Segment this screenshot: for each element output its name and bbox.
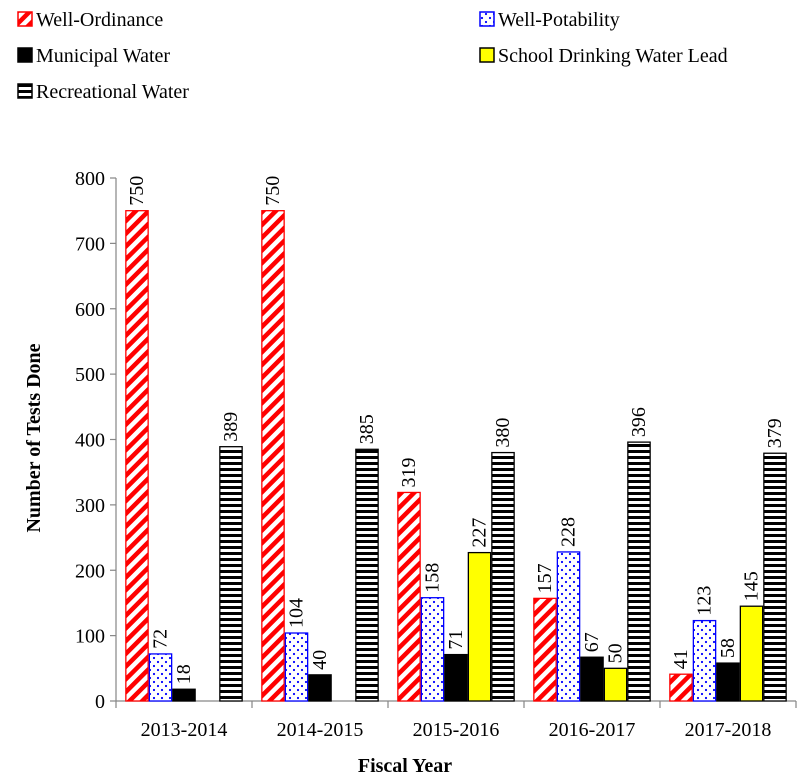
y-tick-label: 400 bbox=[75, 430, 105, 452]
legend: Well-Ordinance Well-Potability Municipal W… bbox=[17, 9, 728, 103]
bar-well-potability bbox=[284, 632, 309, 702]
bar-well-potability bbox=[692, 619, 717, 702]
y-tick-label: 700 bbox=[75, 233, 105, 255]
y-tick-label: 500 bbox=[75, 364, 105, 386]
data-label-recreational-water: 380 bbox=[492, 418, 514, 448]
x-tick-label: 2017-2018 bbox=[685, 719, 772, 741]
bar-municipal-water bbox=[444, 653, 468, 702]
legend-label-recreational-water: Recreational Water bbox=[36, 81, 189, 103]
bar-municipal-water bbox=[580, 656, 604, 702]
data-label-municipal-water: 58 bbox=[717, 638, 739, 658]
bar-recreational-water bbox=[627, 441, 651, 702]
data-label-well-ordinance: 157 bbox=[534, 563, 556, 593]
legend-label-well-ordinance: Well-Ordinance bbox=[36, 9, 163, 31]
bar-recreational-water bbox=[219, 446, 243, 702]
bar-recreational-water bbox=[355, 448, 379, 702]
legend-label-municipal-water: Municipal Water bbox=[36, 45, 170, 67]
x-axis-label: Fiscal Year bbox=[358, 755, 452, 777]
legend-swatch-school-drinking-water-lead bbox=[479, 47, 495, 63]
legend-label-school-drinking-water-lead: School Drinking Water Lead bbox=[498, 45, 728, 67]
bar-well-ordinance bbox=[125, 210, 149, 702]
bar-recreational-water bbox=[763, 452, 787, 702]
bar-well-potability bbox=[148, 653, 173, 702]
bar-well-ordinance bbox=[261, 210, 285, 702]
bar-well-ordinance bbox=[533, 597, 557, 702]
y-tick-label: 600 bbox=[75, 299, 105, 321]
data-label-municipal-water: 40 bbox=[309, 650, 331, 670]
legend-swatch-well-ordinance bbox=[17, 11, 33, 27]
data-label-well-ordinance: 41 bbox=[670, 649, 692, 669]
data-label-recreational-water: 385 bbox=[356, 414, 378, 444]
x-tick-label: 2013-2014 bbox=[141, 719, 228, 741]
legend-swatch-well-potability bbox=[479, 11, 495, 27]
data-label-municipal-water: 67 bbox=[581, 632, 603, 652]
bar-municipal-water bbox=[716, 662, 740, 702]
y-tick-label: 300 bbox=[75, 495, 105, 517]
y-tick-label: 100 bbox=[75, 626, 105, 648]
bar-well-ordinance bbox=[397, 491, 421, 702]
bar-recreational-water bbox=[491, 451, 515, 702]
data-label-well-ordinance: 750 bbox=[262, 176, 284, 206]
data-label-well-potability: 104 bbox=[286, 598, 308, 628]
bar-school-drinking-water-lead bbox=[603, 667, 628, 702]
bar-school-drinking-water-lead bbox=[739, 605, 764, 702]
data-label-well-potability: 72 bbox=[150, 629, 172, 649]
data-label-recreational-water: 379 bbox=[764, 418, 786, 448]
data-label-municipal-water: 71 bbox=[445, 630, 467, 650]
data-label-recreational-water: 396 bbox=[628, 407, 650, 437]
y-tick-label: 0 bbox=[95, 691, 105, 713]
data-label-school-drinking-water-lead: 50 bbox=[605, 643, 627, 663]
y-tick-label: 200 bbox=[75, 560, 105, 582]
legend-swatch-municipal-water bbox=[17, 47, 33, 63]
data-label-municipal-water: 18 bbox=[173, 664, 195, 684]
bar-school-drinking-water-lead bbox=[467, 551, 492, 702]
x-tick-label: 2015-2016 bbox=[413, 719, 500, 741]
bar-well-ordinance bbox=[669, 673, 693, 702]
x-tick-label: 2014-2015 bbox=[277, 719, 364, 741]
y-axis-label: Number of Tests Done bbox=[23, 343, 45, 532]
data-label-well-potability: 228 bbox=[558, 517, 580, 547]
data-label-well-potability: 123 bbox=[694, 586, 716, 616]
data-label-school-drinking-water-lead: 145 bbox=[741, 571, 763, 601]
data-label-recreational-water: 389 bbox=[220, 412, 242, 442]
bar-well-potability bbox=[556, 551, 581, 702]
data-label-well-ordinance: 750 bbox=[126, 176, 148, 206]
data-label-school-drinking-water-lead: 227 bbox=[469, 518, 491, 548]
plot-area: 0 100 200 300 400 500 600 700 800 2013-2014 2014-2… bbox=[75, 168, 797, 741]
legend-swatch-recreational-water bbox=[17, 83, 33, 99]
bar-well-potability bbox=[420, 597, 445, 702]
legend-label-well-potability: Well-Potability bbox=[498, 9, 620, 31]
data-label-well-ordinance: 319 bbox=[398, 457, 420, 487]
data-label-well-potability: 158 bbox=[422, 563, 444, 593]
x-tick-label: 2016-2017 bbox=[549, 719, 636, 741]
bar-municipal-water bbox=[172, 688, 196, 702]
y-tick-label: 800 bbox=[75, 168, 105, 190]
bar-municipal-water bbox=[308, 674, 332, 702]
